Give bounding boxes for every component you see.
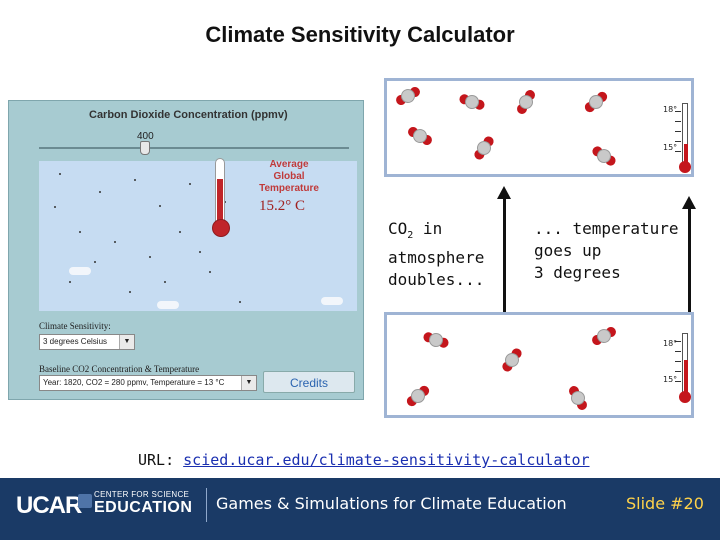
chevron-down-icon[interactable]: ▼ [241,376,256,390]
co2-slider-value: 400 [137,131,154,142]
sensitivity-select-value: 3 degrees Celsius [43,337,108,346]
cloud-icon [321,297,343,305]
science-education-logo-icon [78,494,92,508]
baseline-label: Baseline CO2 Concentration & Temperature [39,364,200,374]
co2-molecule-icon [457,91,486,113]
url-link[interactable]: scied.ucar.edu/climate-sensitivity-calcu… [183,451,590,469]
co2-concentration-title: Carbon Dioxide Concentration (ppmv) [89,109,288,121]
co2-molecule-icon [582,88,611,115]
ucar-logo: UCAR [16,492,82,519]
thermo-low-label: 15° [663,143,678,152]
sensitivity-select[interactable]: 3 degrees Celsius ▼ [39,334,135,350]
footer-title: Games & Simulations for Climate Educatio… [216,494,567,513]
molecules-after-box: 18° 15° [384,312,694,418]
co2-molecule-icon [513,87,538,117]
url-prefix: URL: [138,451,184,469]
url-line: URL: scied.ucar.edu/climate-sensitivity-… [138,451,590,469]
cloud-icon [157,301,179,309]
co2-molecule-icon [589,323,619,348]
up-arrow-icon [497,186,511,312]
thermometer-icon [215,158,225,226]
footer-divider [206,488,207,522]
thermo-high-label: 18° [663,105,678,114]
right-caption: ... temperature goes up 3 degrees [534,219,679,282]
co2-molecule-icon [405,123,435,148]
sky-view [39,161,357,311]
credits-button[interactable]: Credits [263,371,355,393]
center-for-science-education-logo: CENTER FOR SCIENCE EDUCATION [94,490,193,516]
baseline-select-value: Year: 1820, CO2 = 280 ppmv, Temperature … [43,378,225,387]
thermo-high-label: 18° [663,339,678,348]
co2-molecule-icon [565,383,590,413]
slide-number: Slide #20 [626,494,704,513]
co2-molecule-icon [499,345,525,374]
cloud-icon [69,267,91,275]
co2-molecule-icon [589,143,618,169]
co2-molecule-icon [393,83,423,108]
footer-bar: UCAR CENTER FOR SCIENCE EDUCATION Games … [0,478,720,540]
chevron-down-icon[interactable]: ▼ [119,335,134,349]
thermo-low-label: 15° [663,375,678,384]
molecules-before-box: 18° 15° [384,78,694,177]
co2-molecule-icon [404,382,433,409]
sensitivity-label: Climate Sensitivity: [39,321,111,331]
simulator-panel: Carbon Dioxide Concentration (ppmv) 400 … [8,100,364,400]
co2-slider-thumb[interactable] [140,141,150,155]
baseline-select[interactable]: Year: 1820, CO2 = 280 ppmv, Temperature … [39,375,257,391]
slide-title: Climate Sensitivity Calculator [205,22,515,47]
left-caption: CO2 in atmosphere doubles... [388,219,485,290]
average-temperature-value: 15.2° C [259,198,306,214]
co2-slider-track[interactable] [39,147,349,149]
co2-molecule-icon [421,329,450,351]
co2-molecule-icon [471,133,497,162]
up-arrow-icon [682,196,696,312]
average-temperature-label: Average Global Temperature [259,159,319,194]
thermometer-bulb [212,219,230,237]
